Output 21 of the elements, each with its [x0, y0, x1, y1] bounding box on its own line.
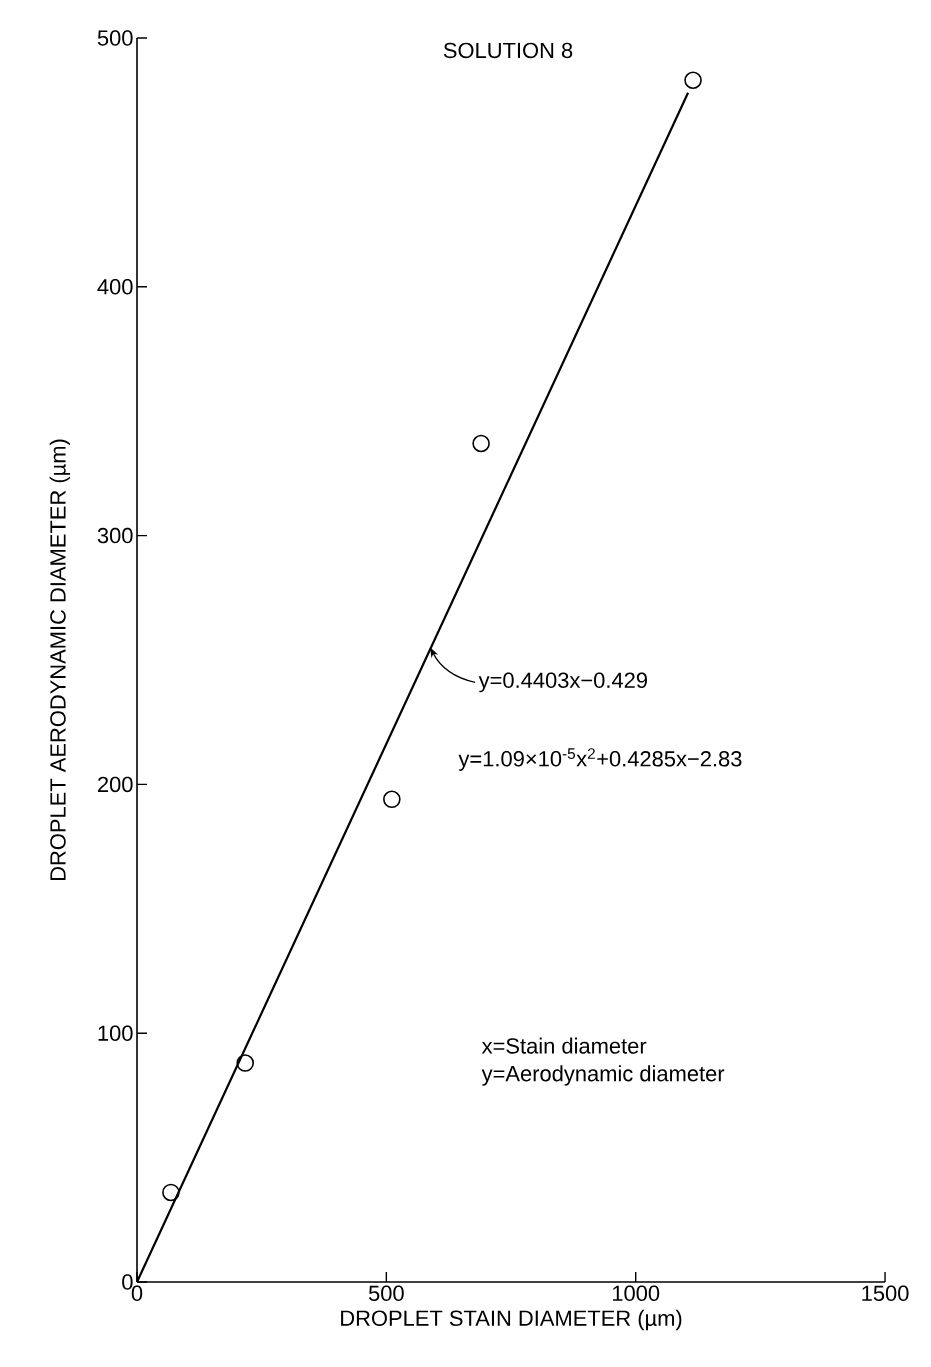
y-tick-label: 0	[122, 1274, 133, 1290]
point	[383, 790, 401, 809]
point	[472, 434, 490, 453]
y-tick-label: 400	[97, 279, 133, 295]
annotation: y=1.09×10$^{-5}$x$^{2}$+0.4285x−2.83	[458, 748, 742, 771]
y-tick-label: 200	[98, 776, 133, 793]
y-tick-label: 300	[97, 527, 133, 544]
x-axis-title: DROPLET STAIN DIAMETER (µm)	[341, 1309, 682, 1331]
point	[684, 71, 702, 90]
x-tick-label: 1500	[862, 1285, 909, 1302]
point	[162, 1183, 180, 1202]
x-tick-label: 1000	[612, 1285, 660, 1302]
x-tick-label: 500	[368, 1285, 404, 1302]
annotation: y=Aerodynamic diameter	[481, 1065, 725, 1086]
annotation: x=Stain diameter	[481, 1037, 647, 1054]
chart-title: SOLUTION 8	[443, 42, 573, 59]
y-tick-label: 500	[97, 30, 133, 46]
y-tick-label: 100	[98, 1025, 133, 1041]
y-axis-title: DROPLET AERODYNAMIC DIAMETER (µm)	[49, 439, 71, 881]
annotation: y=0.4403x−0.429	[478, 672, 647, 693]
point	[236, 1054, 255, 1072]
